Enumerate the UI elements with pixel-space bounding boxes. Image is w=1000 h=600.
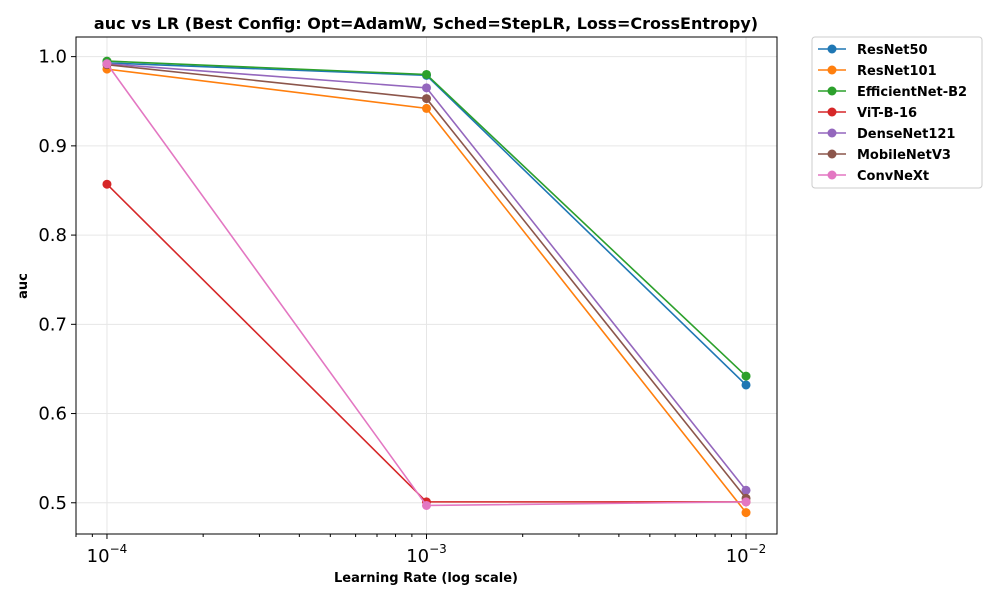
data-point xyxy=(741,497,751,507)
chart-title: auc vs LR (Best Config: Opt=AdamW, Sched… xyxy=(94,14,758,33)
legend-label: ResNet101 xyxy=(857,64,937,79)
data-point xyxy=(422,103,431,113)
plot-series xyxy=(102,56,751,518)
y-tick-label: 0.9 xyxy=(38,136,67,157)
legend-label: ViT-B-16 xyxy=(857,106,917,121)
legend-marker xyxy=(827,65,837,75)
legend-label: MobileNetV3 xyxy=(857,148,951,163)
legend-marker xyxy=(827,107,837,117)
legend-marker xyxy=(827,170,837,180)
legend-marker xyxy=(827,149,837,159)
data-point xyxy=(741,485,751,495)
data-point xyxy=(741,508,751,518)
y-tick-label: 0.6 xyxy=(38,404,67,425)
x-axis: 10−4 10−3 10−2 xyxy=(75,534,767,567)
data-point xyxy=(102,59,112,69)
x-tick-label: 10−4 xyxy=(87,542,128,567)
data-point xyxy=(741,380,751,390)
legend-marker xyxy=(827,44,837,54)
y-tick-label: 0.5 xyxy=(38,493,67,514)
x-tick-label: 10−3 xyxy=(406,542,447,567)
grid xyxy=(76,37,777,534)
legend-label: DenseNet121 xyxy=(857,127,955,142)
data-point xyxy=(422,69,431,79)
legend-label: ConvNeXt xyxy=(857,169,929,184)
legend-marker xyxy=(827,128,837,138)
data-point xyxy=(422,94,431,104)
legend-box xyxy=(811,36,983,189)
y-axis: 0.5 0.6 0.7 0.8 0.9 1.0 xyxy=(38,47,76,514)
x-tick-label: 10−2 xyxy=(726,542,767,567)
y-axis-label: auc xyxy=(16,273,31,299)
legend-marker xyxy=(827,86,837,96)
y-tick-label: 0.7 xyxy=(38,314,67,335)
y-tick-label: 0.8 xyxy=(38,225,67,246)
data-point xyxy=(422,83,431,93)
data-point xyxy=(102,179,112,189)
legend-label: ResNet50 xyxy=(857,43,928,58)
data-point xyxy=(741,371,751,381)
y-tick-label: 1.0 xyxy=(38,47,67,68)
legend-label: EfficientNet-B2 xyxy=(857,85,967,100)
data-point xyxy=(422,500,431,510)
x-axis-label: Learning Rate (log scale) xyxy=(334,571,518,586)
legend: ResNet50 ResNet101 EfficientNet-B2 ViT-B-16… xyxy=(811,36,983,189)
